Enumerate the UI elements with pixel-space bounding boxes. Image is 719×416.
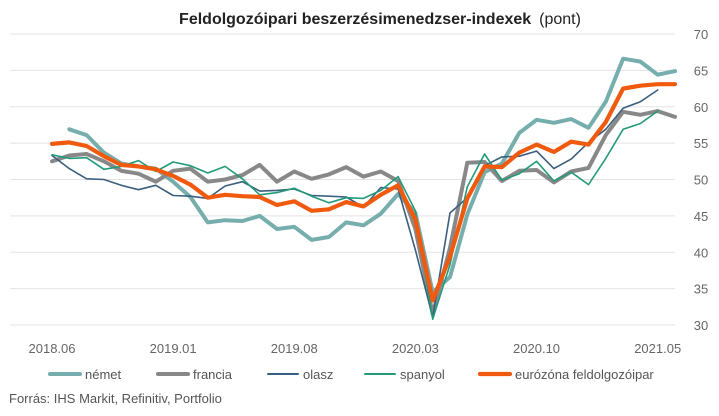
x-tick-label: 2020.03: [392, 341, 439, 356]
y-tick-label: 60: [694, 100, 708, 115]
source-note: Forrás: IHS Markit, Refinitiv, Portfolio: [9, 391, 222, 406]
x-tick-label: 2019.08: [271, 341, 318, 356]
series-line-0: [67, 56, 677, 295]
series-lines: [49, 56, 678, 320]
y-tick-label: 70: [694, 27, 708, 42]
x-tick-label: 2018.06: [29, 341, 76, 356]
y-axis-ticks: 30 35 40 45 50 55 60 65 70: [694, 27, 708, 333]
series-line-4: [49, 82, 678, 303]
y-tick-label: 65: [694, 63, 708, 78]
chart-title-unit: (pont): [539, 11, 581, 28]
x-tick-label: 2021.05: [634, 341, 681, 356]
chart-title: Feldolgozóipari beszerzésimenedzser-inde…: [179, 11, 581, 28]
y-tick-label: 40: [694, 245, 708, 260]
y-tick-label: 30: [694, 318, 708, 333]
legend-label-2: olasz: [303, 367, 333, 382]
legend-label-4: eurózóna feldolgozóipar: [515, 367, 654, 382]
legend-label-3: spanyol: [400, 367, 445, 382]
y-tick-label: 55: [694, 136, 708, 151]
x-tick-label: 2020.10: [513, 341, 560, 356]
legend-label-1: francia: [193, 367, 233, 382]
y-tick-label: 50: [694, 173, 708, 188]
series-line-2: [51, 89, 659, 318]
y-gridlines: [10, 33, 675, 326]
legend: német francia olasz spanyol eurózóna feldolg…: [48, 367, 654, 382]
chart-title-main: Feldolgozóipari beszerzésimenedzser-inde…: [179, 11, 531, 28]
x-axis-ticks: 2018.06 2019.01 2019.08 2020.03 2020.10 2021.…: [29, 341, 682, 356]
y-tick-label: 45: [694, 209, 708, 224]
x-tick-label: 2019.01: [150, 341, 197, 356]
legend-label-0: német: [85, 367, 122, 382]
y-tick-label: 35: [694, 282, 708, 297]
